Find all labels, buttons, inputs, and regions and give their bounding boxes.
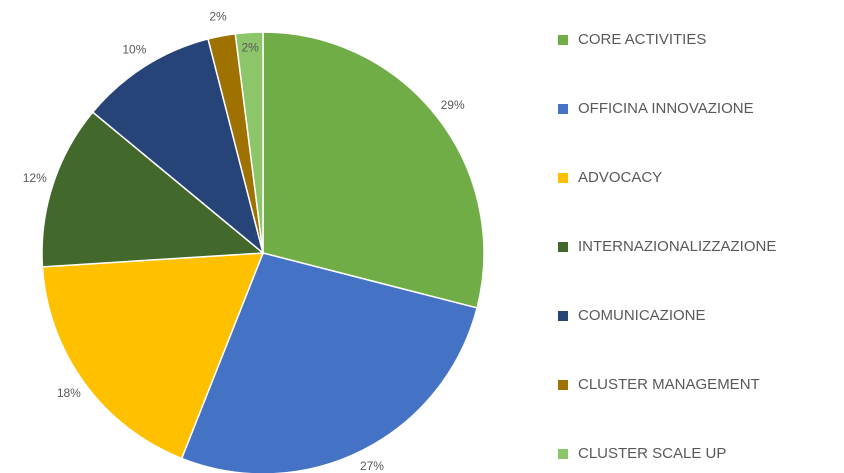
pie-slice (180, 252, 478, 473)
legend-swatch (558, 242, 568, 252)
legend-label: OFFICINA INNOVAZIONE (578, 100, 754, 117)
data-label: 27% (360, 459, 384, 473)
pie-slice (91, 38, 265, 256)
legend-swatch (558, 311, 568, 321)
data-label: 2% (209, 9, 227, 23)
legend-label: COMUNICAZIONE (578, 307, 706, 324)
legend-label: CORE ACTIVITIES (578, 31, 706, 48)
data-label: 12% (23, 171, 47, 185)
legend-swatch (558, 173, 568, 183)
legend-label: INTERNAZIONALIZZAZIONE (578, 238, 776, 255)
data-label: 2% (241, 41, 259, 55)
legend-swatch (558, 449, 568, 459)
legend-swatch (558, 35, 568, 45)
data-label: 18% (57, 386, 81, 400)
legend-swatch (558, 380, 568, 390)
pie-slice (234, 31, 264, 254)
legend-label: CLUSTER MANAGEMENT (578, 376, 760, 393)
pie-slice (262, 31, 485, 309)
legend-swatch (558, 104, 568, 114)
data-label: 29% (441, 98, 465, 112)
pie-slice (41, 111, 265, 268)
data-label: 10% (122, 43, 146, 57)
legend-label: CLUSTER SCALE UP (578, 445, 726, 462)
legend-label: ADVOCACY (578, 169, 662, 186)
pie-slice (41, 252, 265, 460)
